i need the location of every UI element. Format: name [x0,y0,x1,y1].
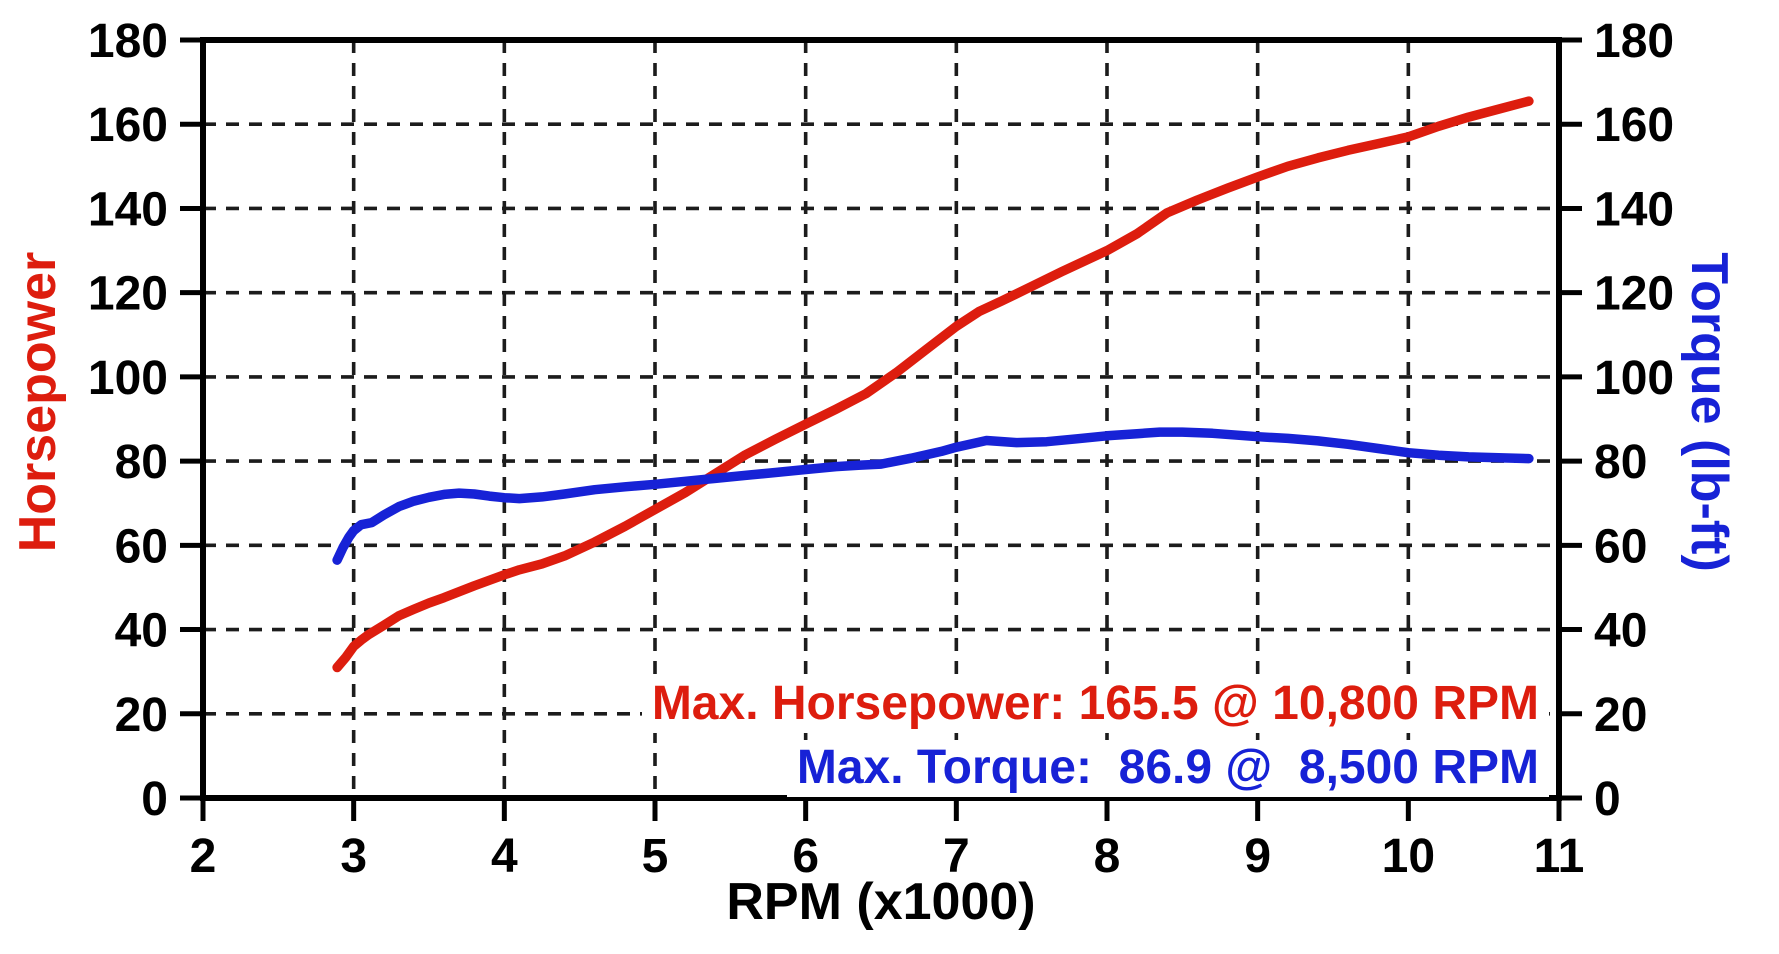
max-torque-annotation: Max. Torque: 86.9 @ 8,500 RPM [786,740,1549,797]
plot-border [200,37,1562,801]
torque-curve [332,427,1534,565]
y-tick-label-right: 180 [1594,15,1674,68]
y-tick-label-right: 20 [1594,689,1647,742]
x-tick-label: 9 [1244,830,1271,883]
y-tick-label-left: 180 [88,15,168,68]
y-tick-label-right: 40 [1594,605,1647,658]
y-tick-label-right: 100 [1594,352,1674,405]
max-horsepower-annotation: Max. Horsepower: 165.5 @ 10,800 RPM [641,676,1549,733]
x-tick-label: 3 [340,830,367,883]
x-tick-label: 4 [491,830,518,883]
y-tick-label-left: 120 [88,268,168,321]
y-tick-label-right: 160 [1594,99,1674,152]
y-tick-label-left: 60 [115,520,168,573]
y-tick-label-right: 120 [1594,268,1674,321]
y-tick-label-left: 100 [88,352,168,405]
left-axis-title: Horsepower [9,251,67,553]
right-axis-title: Torque (lb-ft) [1680,252,1738,572]
y-tick-label-left: 160 [88,99,168,152]
x-tick-label: 10 [1382,830,1435,883]
x-tick-label: 6 [792,830,819,883]
y-tick-label-left: 140 [88,183,168,236]
y-tick-label-right: 60 [1594,520,1647,573]
x-tick-label: 8 [1094,830,1121,883]
x-tick-label: 2 [190,830,217,883]
y-tick-label-right: 80 [1594,436,1647,489]
y-tick-label-left: 20 [115,689,168,742]
y-tick-label-left: 80 [115,436,168,489]
y-tick-label-right: 140 [1594,183,1674,236]
y-tick-label-right: 0 [1594,773,1621,826]
x-tick-label: 5 [642,830,669,883]
horsepower-curve [332,96,1534,673]
y-tick-label-left: 40 [115,605,168,658]
x-tick-label: 7 [943,830,970,883]
x-axis-title: RPM (x1000) [726,873,1036,931]
y-tick-label-left: 0 [141,773,168,826]
x-tick-label: 11 [1534,830,1585,883]
